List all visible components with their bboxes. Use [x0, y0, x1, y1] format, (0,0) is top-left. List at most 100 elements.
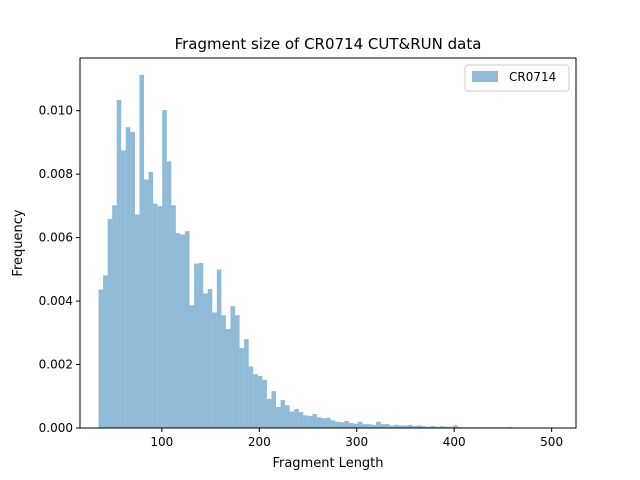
histogram-bar: [398, 425, 404, 428]
histogram-bar: [248, 366, 254, 428]
histogram-bar: [444, 426, 449, 428]
x-tick-label: 100: [150, 435, 173, 449]
x-tick-label: 300: [345, 435, 368, 449]
histogram-bar: [326, 417, 331, 428]
histogram-bar: [134, 214, 140, 428]
histogram-bar: [321, 418, 327, 428]
plot-frame: [79, 57, 577, 429]
histogram-bar: [130, 131, 135, 428]
histogram-bar: [344, 421, 349, 428]
histogram-bar: [348, 422, 354, 428]
histogram-bar: [271, 391, 276, 428]
y-tick-label: 0.010: [39, 104, 73, 118]
x-axis-ticks: 100 200 300 400 500: [150, 428, 563, 449]
histogram-bar: [316, 417, 322, 428]
histogram-bar: [266, 398, 272, 428]
histogram-bar: [439, 426, 445, 428]
histogram-bar: [294, 408, 299, 428]
histogram-bar: [289, 411, 295, 428]
histogram-bar: [157, 206, 163, 428]
histogram-bar: [207, 289, 213, 428]
histogram-bar: [253, 374, 258, 428]
y-tick-label: 0.004: [39, 294, 73, 308]
histogram-bar: [435, 426, 440, 428]
histogram-bar: [412, 426, 418, 428]
chart-title: Fragment size of CR0714 CUT&RUN data: [175, 35, 482, 53]
y-tick-label: 0.000: [39, 421, 73, 435]
histogram-bar: [330, 420, 336, 428]
histogram-bar: [257, 375, 263, 428]
histogram-bar: [357, 421, 363, 428]
y-tick-label: 0.006: [39, 231, 73, 245]
histogram-bar: [312, 414, 317, 428]
histogram-bar: [403, 425, 408, 428]
y-tick-label: 0.002: [39, 358, 73, 372]
histogram-bar: [407, 424, 413, 428]
histogram-bar: [180, 234, 185, 428]
histogram-bar: [362, 424, 368, 428]
histogram-bar: [112, 205, 117, 428]
histogram-bar: [339, 422, 345, 428]
y-tick-label: 0.008: [39, 167, 73, 181]
histogram-bar: [367, 424, 372, 428]
histogram-bar: [307, 415, 313, 428]
histogram-bar: [298, 412, 304, 428]
histogram-bar: [239, 348, 245, 428]
histogram-bar: [153, 203, 158, 428]
histogram-bar: [380, 424, 386, 428]
histogram-bar: [262, 379, 267, 428]
histogram-bar: [166, 161, 172, 428]
histogram-bar: [98, 289, 104, 428]
histogram-bar: [376, 421, 381, 428]
histogram-bar: [394, 424, 399, 428]
histogram-bar: [235, 315, 240, 428]
y-axis-ticks: 0.000 0.002 0.004 0.006 0.008 0.010: [39, 104, 80, 435]
histogram-bar: [198, 262, 204, 428]
histogram-bar: [216, 269, 222, 428]
histogram-bar: [417, 425, 422, 428]
histogram-bar: [162, 110, 167, 428]
histogram-bar: [244, 339, 249, 428]
histogram-bar: [175, 233, 181, 428]
histogram-bar: [389, 425, 395, 428]
histogram-bar: [335, 421, 340, 428]
histogram-bar: [285, 405, 290, 428]
histogram-bar: [353, 423, 358, 428]
histogram-bar: [221, 315, 226, 428]
histogram-bar: [125, 127, 131, 429]
histogram-bar: [371, 424, 377, 428]
histogram-bar: [184, 231, 190, 428]
legend-swatch: [472, 71, 498, 82]
histogram-bar: [230, 306, 236, 428]
legend: CR0714: [464, 64, 570, 92]
histogram-bar: [280, 400, 286, 428]
histogram-bar: [189, 305, 195, 428]
histogram-bar: [426, 426, 431, 428]
x-tick-label: 500: [540, 435, 563, 449]
histogram-bar: [116, 99, 122, 428]
histogram-bar: [212, 312, 217, 428]
histogram-bar: [430, 426, 436, 428]
x-tick-label: 200: [248, 435, 271, 449]
histogram-bar: [107, 218, 113, 428]
y-axis-label: Frequency: [11, 209, 26, 276]
histogram-bar: [103, 275, 108, 428]
histogram-bar: [453, 425, 459, 428]
legend-label: CR0714: [509, 70, 556, 84]
x-axis-label: Fragment Length: [272, 456, 383, 471]
histogram-bars: [98, 74, 572, 429]
histogram-bar: [121, 150, 126, 428]
histogram-bar: [171, 205, 176, 428]
histogram-bar: [225, 328, 231, 428]
histogram-bar: [275, 407, 281, 428]
histogram-bar: [144, 179, 149, 428]
histogram-bar: [385, 424, 390, 428]
histogram-bar: [421, 426, 427, 428]
histogram-bar: [139, 74, 145, 428]
histogram-bar: [448, 426, 454, 428]
histogram-bar: [203, 293, 208, 428]
histogram-bar: [148, 171, 154, 429]
histogram-bar: [194, 263, 199, 428]
histogram-bar: [303, 415, 308, 428]
